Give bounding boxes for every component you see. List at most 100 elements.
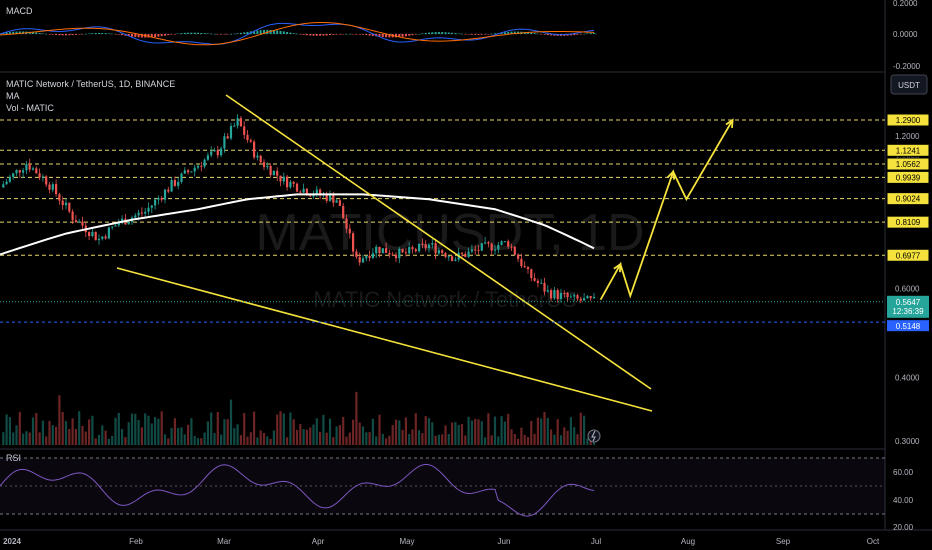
candle-body — [385, 248, 388, 253]
level-badge — [886, 170, 930, 184]
candle-body — [140, 212, 143, 214]
lightning-icon[interactable] — [587, 429, 601, 443]
macd-bar — [312, 34, 315, 36]
candle-body — [78, 221, 81, 223]
macd-bar — [362, 34, 364, 35]
volume-bar — [64, 421, 68, 445]
macd-bar — [569, 34, 572, 36]
candle-body — [286, 176, 289, 188]
volume-bar — [167, 438, 170, 445]
candle-body — [355, 251, 358, 257]
macd-bar — [593, 32, 595, 34]
candle-body — [470, 249, 473, 252]
macd-bar — [428, 32, 430, 34]
candle-body — [233, 125, 236, 127]
volume-bar — [229, 399, 233, 445]
candle-body — [91, 231, 94, 237]
macd-bar — [170, 34, 173, 35]
volume-bar — [530, 421, 533, 445]
macd-bar — [457, 33, 460, 35]
macd-bar — [461, 33, 463, 35]
volume-bar — [319, 431, 322, 445]
volume-bar — [361, 426, 365, 445]
candle-body — [210, 151, 213, 156]
candle-body — [361, 258, 365, 263]
volume-bar — [427, 417, 431, 445]
ma-legend: MA — [6, 91, 20, 101]
level-badge-value: 0.9939 — [896, 173, 921, 182]
candle-body — [206, 155, 209, 160]
wedge-lower-trendline[interactable] — [116, 267, 653, 412]
candle-body — [239, 118, 242, 127]
candle-body — [490, 243, 493, 251]
macd-bar — [583, 33, 586, 35]
forecast-path[interactable] — [599, 119, 734, 301]
macd-bar — [272, 30, 275, 34]
candle-body — [5, 181, 8, 185]
volume-bar — [520, 427, 523, 445]
volume-bar — [78, 411, 81, 445]
volume-bar — [101, 425, 104, 445]
candle-body — [246, 134, 249, 141]
volume-bar — [203, 432, 206, 445]
currency-button[interactable] — [890, 74, 928, 95]
macd-bar — [322, 34, 325, 36]
candle-body — [513, 246, 516, 255]
volume-bar — [500, 416, 503, 445]
candle-body — [507, 241, 510, 247]
volume-bar — [12, 432, 15, 445]
candle-body — [81, 221, 84, 226]
candle-body — [540, 282, 543, 284]
candle-body — [167, 189, 170, 192]
macd-bar — [74, 34, 77, 35]
candle-body — [71, 211, 74, 221]
volume-bar — [246, 436, 249, 445]
candle-body — [569, 296, 572, 298]
candle-body — [523, 266, 526, 268]
macd-bar — [279, 30, 282, 34]
macd-bar — [216, 34, 219, 35]
macd-bar — [117, 34, 120, 35]
candle-body — [451, 256, 454, 261]
candle-body — [305, 188, 308, 196]
candle-body — [223, 136, 226, 149]
volume-bar — [411, 429, 414, 445]
time-tick-label: Sep — [776, 537, 791, 546]
candle-body — [418, 243, 421, 252]
volume-bar — [550, 429, 553, 445]
macd-bar — [338, 34, 341, 35]
volume-bar — [490, 435, 493, 445]
macd-bar — [352, 34, 355, 35]
time-axis[interactable]: 2024 Feb Mar Apr May Jun Jul Aug Sep Oct — [3, 537, 880, 546]
candle-body — [187, 170, 190, 173]
candle-body — [546, 290, 549, 292]
candle-body — [2, 184, 5, 188]
volume-bar — [394, 419, 398, 445]
volume-bar — [97, 434, 101, 445]
wedge-upper-trendline[interactable] — [225, 94, 652, 390]
candle-body — [216, 150, 219, 156]
volume-bar — [190, 418, 193, 445]
macd-bar — [309, 34, 312, 36]
macd-bar — [543, 34, 546, 35]
volume-bar — [269, 438, 272, 445]
macd-bar — [147, 34, 150, 38]
time-tick-label: Feb — [129, 537, 143, 546]
candle-body — [394, 254, 398, 259]
candle-body — [381, 248, 384, 254]
macd-bar — [259, 30, 262, 34]
macd-bar — [236, 33, 239, 34]
macd-bar — [200, 32, 203, 34]
candle-body — [586, 295, 589, 299]
candle-body — [292, 181, 295, 184]
candle-body — [497, 244, 500, 250]
macd-bar — [500, 32, 503, 34]
macd-bar — [289, 32, 292, 34]
candle-body — [411, 247, 414, 250]
macd-bar — [536, 33, 539, 35]
candle-body — [15, 170, 18, 174]
macd-bar — [98, 33, 100, 34]
candle-body — [421, 243, 424, 245]
volume-bar — [451, 422, 454, 445]
